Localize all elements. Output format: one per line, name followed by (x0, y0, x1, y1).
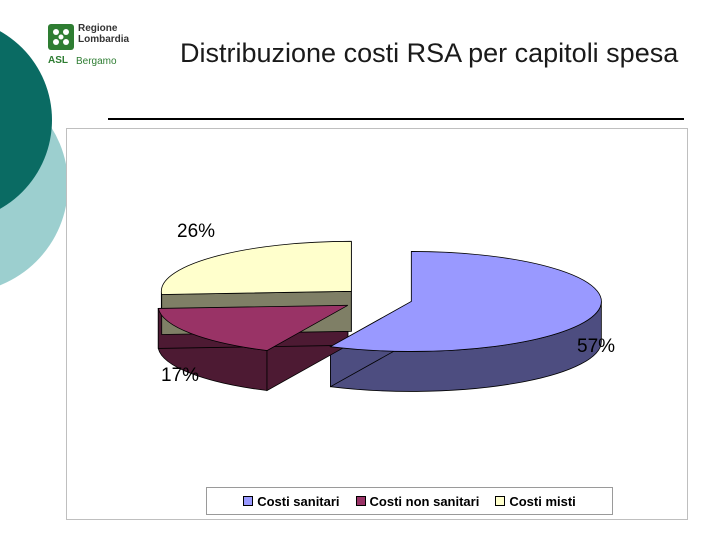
legend-label-costi-misti: Costi misti (509, 493, 576, 509)
data-label-costi-non-sanitari: 17% (161, 365, 200, 386)
data-label-costi-misti: 26% (177, 221, 216, 242)
chart-legend: Costi sanitari Costi non sanitari Costi … (206, 487, 613, 515)
asl-logo: Regione Lombardia ASL Bergamo (48, 22, 158, 72)
pie-slice-costi-sanitari (329, 251, 602, 352)
legend-swatch-costi-misti (495, 496, 506, 506)
legend-item-costi-misti: Costi misti (495, 493, 576, 509)
legend-item-costi-sanitari: Costi sanitari (243, 493, 340, 509)
legend-label-costi-non-sanitari: Costi non sanitari (369, 493, 480, 509)
slide-title: Distribuzione costi RSA per capitoli spe… (180, 38, 679, 68)
logo-asl: ASL (48, 55, 68, 66)
decorative-circles (0, 31, 68, 286)
logo-region-line2: Lombardia (78, 34, 130, 45)
lombardia-rose-icon (48, 24, 74, 50)
legend-swatch-costi-non-sanitari (355, 496, 366, 506)
logo-region-text: Regione Lombardia (78, 23, 158, 45)
chart-area: 26% 57% 17% Costi sanitari Costi non san… (66, 128, 688, 520)
legend-item-costi-non-sanitari: Costi non sanitari (355, 493, 480, 509)
logo-city: Bergamo (76, 56, 117, 67)
pie-chart (157, 240, 602, 392)
pie-slice-costi-non-sanitari (157, 304, 349, 351)
data-label-costi-sanitari: 57% (577, 336, 616, 357)
title-divider (108, 118, 684, 120)
legend-swatch-costi-sanitari (243, 496, 254, 506)
logo-region-line1: Regione (78, 23, 118, 34)
pie-slice-costi-misti (160, 240, 352, 295)
legend-label-costi-sanitari: Costi sanitari (257, 493, 340, 509)
